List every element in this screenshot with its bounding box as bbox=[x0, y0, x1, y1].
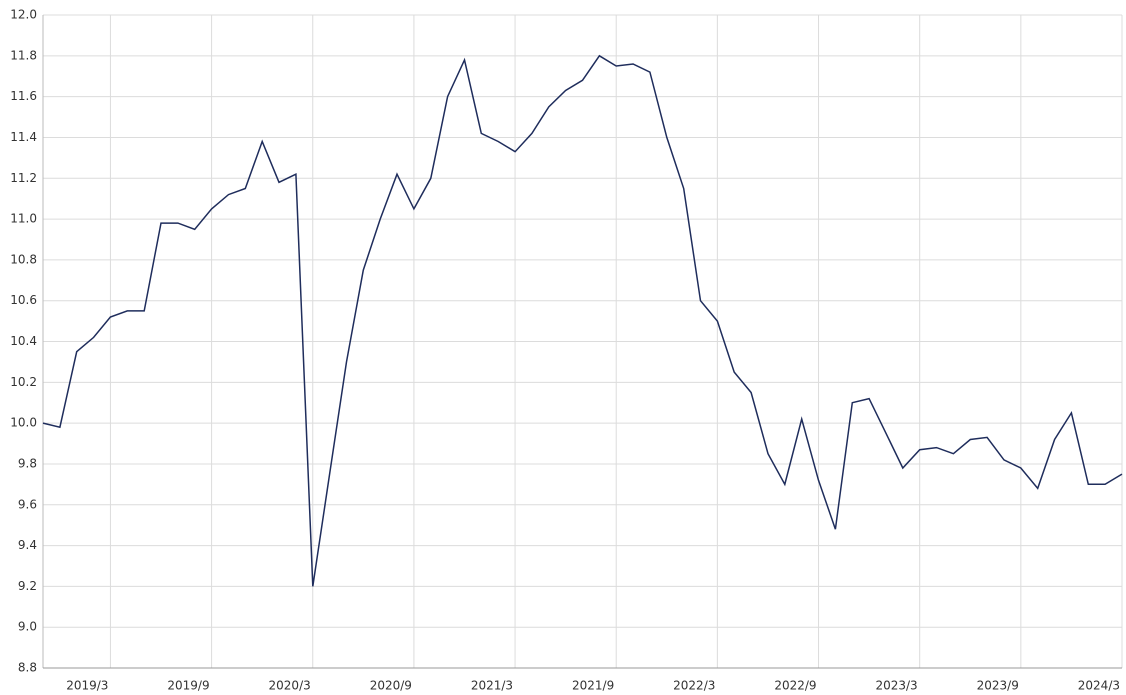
y-tick-label: 10.0 bbox=[10, 416, 37, 430]
y-tick-label: 10.2 bbox=[10, 375, 37, 389]
x-tick-label: 2020/3 bbox=[269, 679, 311, 693]
x-tick-label: 2019/3 bbox=[66, 679, 108, 693]
x-tick-label: 2023/3 bbox=[875, 679, 917, 693]
data-line bbox=[42, 54, 1123, 587]
y-tick-label: 11.8 bbox=[10, 48, 37, 62]
x-tick-label: 2023/9 bbox=[977, 679, 1019, 693]
y-tick-label: 10.4 bbox=[10, 334, 37, 348]
y-tick-label: 11.4 bbox=[10, 130, 37, 144]
x-tick-label: 2021/3 bbox=[471, 679, 513, 693]
y-tick-label: 12.0 bbox=[10, 8, 37, 22]
x-tick-label: 2021/9 bbox=[572, 679, 614, 693]
y-tick-label: 9.0 bbox=[18, 620, 37, 634]
x-tick-label: 2022/9 bbox=[774, 679, 816, 693]
y-tick-label: 9.2 bbox=[18, 579, 37, 593]
y-tick-label: 11.6 bbox=[10, 89, 37, 103]
y-tick-label: 10.8 bbox=[10, 252, 37, 266]
y-tick-label: 8.8 bbox=[18, 661, 37, 675]
x-tick-label: 2020/9 bbox=[370, 679, 412, 693]
y-tick-label: 10.6 bbox=[10, 293, 37, 307]
y-tick-label: 9.6 bbox=[18, 497, 37, 511]
x-tick-label: 2024/3 bbox=[1078, 679, 1120, 693]
x-tick-label: 2019/9 bbox=[167, 679, 209, 693]
y-tick-label: 11.0 bbox=[10, 212, 37, 226]
x-tick-label: 2022/3 bbox=[673, 679, 715, 693]
y-tick-label: 9.8 bbox=[18, 456, 37, 470]
y-tick-label: 11.2 bbox=[10, 171, 37, 185]
y-tick-label: 9.4 bbox=[18, 538, 37, 552]
